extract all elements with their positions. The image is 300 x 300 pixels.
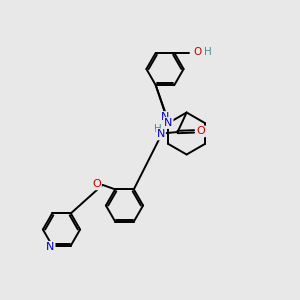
Text: H: H [204,47,212,57]
Text: N: N [164,118,172,128]
Text: N: N [46,242,55,252]
Text: O: O [196,126,205,136]
Text: H: H [154,124,162,134]
Text: N: N [161,112,169,122]
Text: O: O [194,47,202,57]
Text: N: N [157,129,165,140]
Text: O: O [92,179,101,189]
